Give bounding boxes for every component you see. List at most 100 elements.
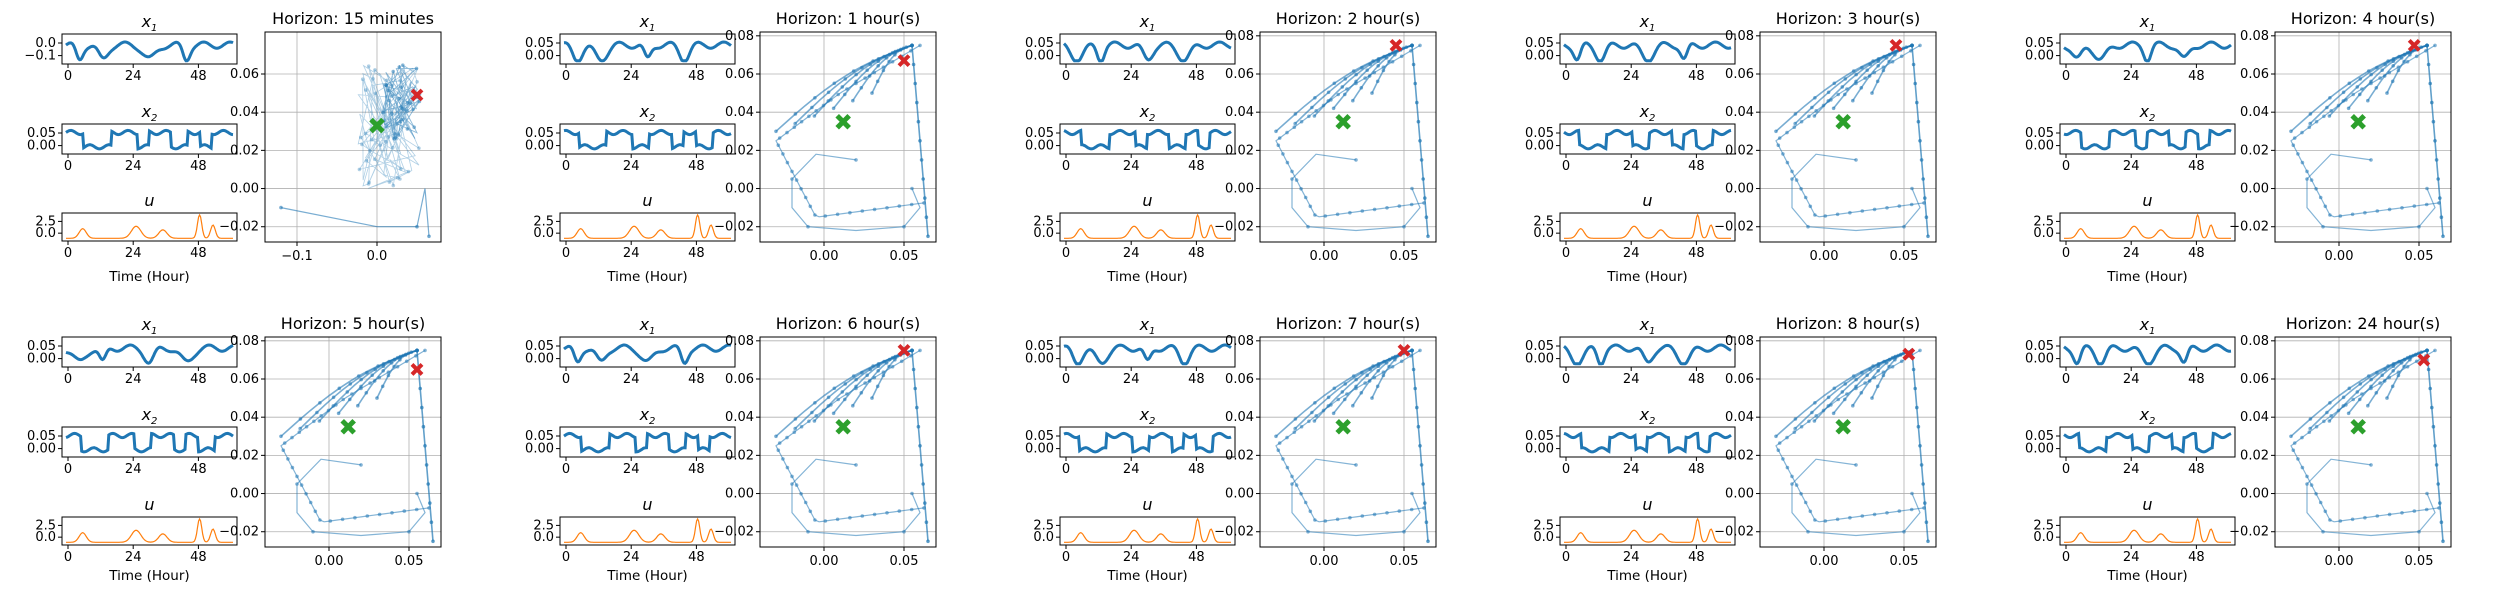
trajectory-point <box>348 382 353 386</box>
trajectory-point <box>2380 373 2384 378</box>
trajectory-point <box>409 350 414 355</box>
trajectory-point <box>341 397 346 402</box>
trajectory-point <box>1351 403 1355 408</box>
x-tick-label: 0 <box>64 372 72 387</box>
trajectory-point <box>2387 512 2392 517</box>
trajectory-point <box>1340 85 1345 89</box>
trajectory-point <box>1810 410 1814 415</box>
trajectory-point <box>863 76 867 80</box>
time-series-subplot-x1: x1 0.050.00 0 24 48 <box>525 12 736 84</box>
trajectory-point <box>279 434 283 439</box>
y-tick-label: 0.04 <box>725 105 754 120</box>
trajectory-point <box>918 348 922 353</box>
axes-frame <box>61 516 238 546</box>
trajectory-line <box>775 349 925 523</box>
trajectory-point <box>1285 130 1289 135</box>
trajectory-line <box>775 44 925 218</box>
axes-frame <box>2059 336 2236 368</box>
trajectory-point <box>386 88 391 93</box>
x-tick-label: 48 <box>190 69 207 84</box>
trajectory-point <box>1813 401 1817 405</box>
time-series-subplot-x1: x1 0.050.00 0 24 48 <box>27 315 238 387</box>
x-tick-label: 48 <box>2188 69 2205 84</box>
trajectory-point <box>2309 483 2314 487</box>
y-tick-label: 0.0 <box>35 530 56 545</box>
state-series-line <box>1063 431 1232 454</box>
trajectory-point <box>1306 529 1310 534</box>
trajectory-point <box>1823 519 1828 523</box>
trajectory-point <box>1790 474 1794 479</box>
trajectory-point <box>1872 512 1877 517</box>
trajectory-point <box>1335 212 1340 217</box>
y-tick-label: 0.00 <box>1025 49 1054 64</box>
trajectory-point <box>860 514 865 518</box>
x-tick-label: 48 <box>2188 159 2205 174</box>
trajectory-point <box>370 373 375 378</box>
time-series-subplot-x2: x2 0.050.00 0 24 48 <box>1025 102 1236 174</box>
y-tick-label: 0.06 <box>2240 67 2269 82</box>
end-marker <box>1889 38 1903 52</box>
x-tick-label: 0 <box>562 550 570 565</box>
trajectory-point <box>2391 364 2396 369</box>
start-marker <box>1335 113 1351 130</box>
trajectory-point <box>1365 68 1369 72</box>
trajectory-point <box>391 69 396 74</box>
trajectory-point <box>1299 187 1303 191</box>
x-tick-label: 0 <box>64 159 72 174</box>
y-tick-label: 0.05 <box>1525 429 1554 444</box>
subplot-title: x1 <box>141 315 158 337</box>
trajectory-point <box>390 112 394 116</box>
trajectory-point <box>1909 202 1914 207</box>
trajectory-point <box>1808 204 1813 209</box>
trajectory-point <box>1292 430 1297 435</box>
trajectory-point <box>785 435 789 440</box>
axes-frame <box>1559 123 1736 155</box>
axes-frame <box>1059 336 1236 368</box>
time-series-subplot-x1: x1 0.050.00 0 24 48 <box>1025 12 1236 84</box>
trajectory-point <box>926 539 930 544</box>
trajectory-point <box>1916 424 1921 429</box>
axes-frame <box>2059 123 2236 155</box>
trajectory-point <box>1913 386 1917 391</box>
x-tick-label: 48 <box>2188 246 2205 261</box>
trajectory-point <box>859 391 864 395</box>
state-series-line <box>563 343 732 365</box>
trajectory-point <box>915 100 919 105</box>
trajectory-point <box>2391 59 2396 63</box>
trajectory-point <box>1326 404 1331 408</box>
trajectory-point <box>1774 434 1778 439</box>
trajectory-point <box>1793 417 1798 421</box>
trajectory-point <box>1308 509 1313 514</box>
trajectory-point <box>867 74 872 78</box>
axes-frame <box>759 336 937 548</box>
trajectory-point <box>859 86 864 90</box>
trajectory-point <box>2291 448 2296 453</box>
trajectory-point <box>2327 419 2332 423</box>
axes-frame <box>2059 212 2236 242</box>
trajectory-point <box>2347 81 2352 86</box>
y-tick-label: 0.05 <box>2025 126 2054 141</box>
trajectory-point <box>1299 119 1304 124</box>
trajectory-point <box>814 414 818 418</box>
trajectory-point <box>299 483 304 487</box>
x-tick-label: 48 <box>190 550 207 565</box>
trajectory-point <box>2369 463 2373 467</box>
trajectory-point <box>414 507 419 512</box>
y-tick-label: 0.00 <box>2025 442 2054 457</box>
trajectory-point <box>381 369 386 373</box>
trajectory-point <box>843 77 848 81</box>
trajectory-point <box>876 59 881 63</box>
trajectory-point <box>2341 395 2346 400</box>
trajectory-point <box>1899 54 1904 59</box>
trajectory-point <box>867 379 872 383</box>
trajectory-point <box>1924 215 1929 219</box>
trajectory-point <box>2366 403 2370 408</box>
subplot-title: u <box>144 495 154 514</box>
trajectory-point <box>2305 177 2309 181</box>
trajectory-line <box>1291 153 1421 232</box>
y-tick-label: 0.0 <box>1033 226 1054 241</box>
trajectory-point <box>897 204 902 208</box>
time-series-subplot-x1: x1 0.050.00 0 24 48 <box>525 315 736 387</box>
